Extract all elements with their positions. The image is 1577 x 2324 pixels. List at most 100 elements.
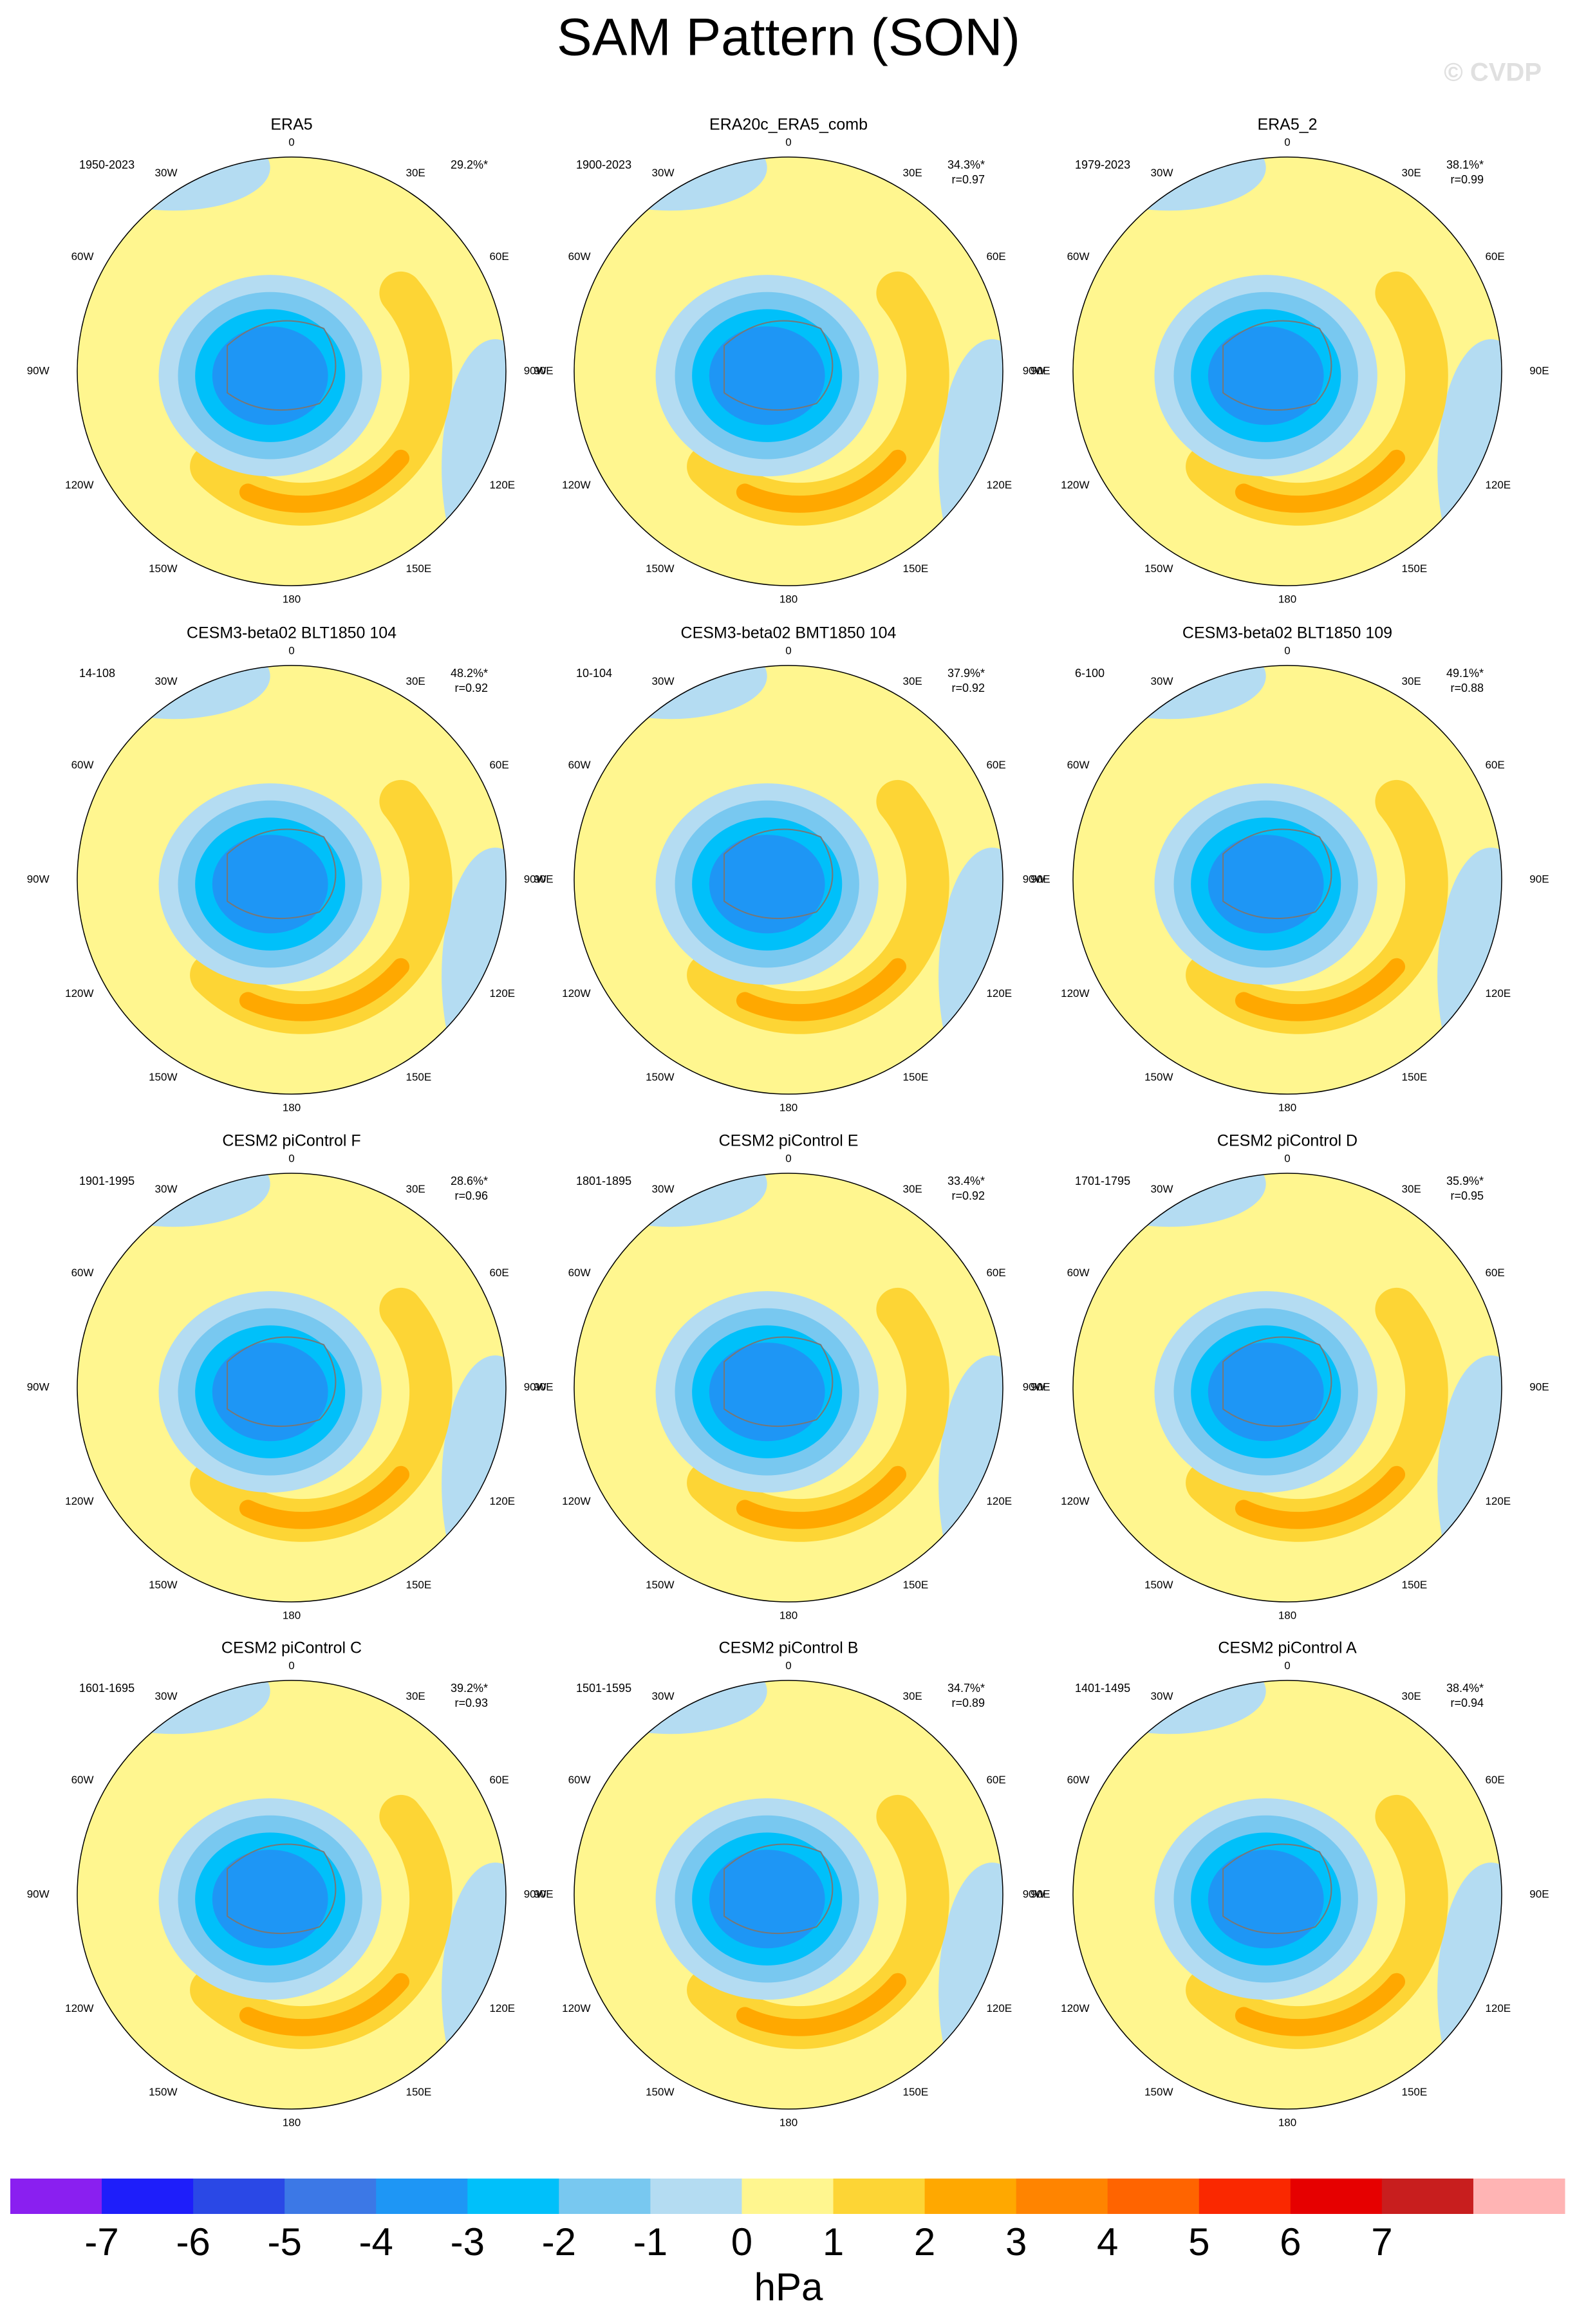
panel-title: CESM2 piControl B <box>719 1639 859 1657</box>
longitude-label: 120E <box>489 479 515 491</box>
negative-region <box>212 326 328 425</box>
period: 1901-1995 <box>79 1175 135 1187</box>
figure-title: SAM Pattern (SON) <box>557 8 1020 67</box>
longitude-label: 0 <box>785 1152 791 1164</box>
longitude-label: 30E <box>406 1690 425 1702</box>
positive-region <box>1235 449 1406 513</box>
map <box>1073 1173 1502 1602</box>
negative-region <box>212 835 328 934</box>
variance-explained: 34.7%* <box>947 1682 985 1695</box>
longitude-label: 60E <box>489 1267 509 1279</box>
colorbar-box <box>833 2179 926 2214</box>
longitude-label: 90W <box>27 364 50 376</box>
colorbar-box <box>1473 2179 1565 2214</box>
longitude-label: 90W <box>524 1380 546 1393</box>
positive-region <box>239 449 410 513</box>
colorbar-box <box>285 2179 377 2214</box>
map-panel: CESM3-beta02 BLT1850 109 6-100 49.1%* r=0.8… <box>1023 624 1549 1114</box>
longitude-label: 30E <box>1402 675 1421 687</box>
map-border <box>574 665 1003 1095</box>
longitude-label: 60W <box>568 1774 591 1786</box>
period: 1401-1495 <box>1075 1682 1130 1695</box>
longitude-label: 0 <box>1284 1152 1290 1164</box>
coastline <box>723 828 834 920</box>
map-border <box>1072 156 1502 586</box>
longitude-label: 30E <box>1402 1690 1421 1702</box>
longitude-label: 180 <box>283 593 301 605</box>
map-border <box>1072 665 1502 1095</box>
longitude-label: 120E <box>489 2002 515 2014</box>
longitude-label: 90E <box>534 873 553 885</box>
period: 6-100 <box>1075 667 1105 680</box>
longitude-label: 60E <box>986 1267 1005 1279</box>
map-panel: CESM2 piControl C 1601-1695 39.2%* r=0.93 0 3… <box>27 1639 554 2129</box>
positive-region <box>736 958 907 1021</box>
longitude-label: 90W <box>27 1380 50 1393</box>
period: 1801-1895 <box>576 1175 631 1187</box>
map-panel: CESM2 piControl F 1901-1995 28.6%* r=0.96 0 3… <box>27 1132 554 1622</box>
panel-title: CESM2 piControl D <box>1217 1132 1358 1150</box>
longitude-label: 90W <box>27 873 50 885</box>
longitude-label: 0 <box>1284 644 1290 656</box>
longitude-label: 60E <box>1485 1267 1504 1279</box>
variance-explained: 35.9%* <box>1446 1175 1484 1187</box>
colorbar-box <box>924 2179 1017 2214</box>
longitude-label: 150E <box>903 2086 929 2098</box>
negative-region <box>1208 1850 1324 1949</box>
longitude-label: 90E <box>1529 1888 1549 1900</box>
colorbar-label: -6 <box>176 2220 210 2264</box>
longitude-label: 120E <box>1485 2002 1511 2014</box>
longitude-label: 30E <box>903 1690 922 1702</box>
map <box>574 1173 1003 1602</box>
longitude-label: 180 <box>779 1101 798 1113</box>
colorbar-box <box>559 2179 651 2214</box>
map-panel: CESM2 piControl B 1501-1595 34.7%* r=0.89 0 3… <box>524 1639 1050 2129</box>
negative-region <box>1208 1343 1324 1442</box>
negative-region <box>442 1355 506 1602</box>
longitude-label: 60W <box>71 250 94 263</box>
colorbar-label: -7 <box>84 2220 118 2264</box>
colorbar-units: hPa <box>754 2265 823 2309</box>
period: 10-104 <box>576 667 612 680</box>
longitude-label: 150W <box>646 2086 674 2098</box>
longitude-label: 60E <box>489 759 509 771</box>
positive-region <box>239 1465 410 1529</box>
negative-region <box>1208 835 1324 934</box>
coastline <box>227 1336 337 1427</box>
longitude-label: 120W <box>562 1495 590 1507</box>
longitude-label: 60W <box>1067 250 1090 263</box>
colorbar-label: 5 <box>1188 2220 1209 2264</box>
longitude-label: 60E <box>489 1774 509 1786</box>
longitude-label: 60W <box>568 250 591 263</box>
pattern-correlation: r=0.92 <box>454 682 488 694</box>
longitude-label: 30W <box>1151 167 1173 179</box>
colorbar-label: 3 <box>1005 2220 1027 2264</box>
longitude-label: 0 <box>1284 1659 1290 1671</box>
longitude-label: 90W <box>27 1888 50 1900</box>
longitude-label: 120W <box>1061 987 1089 999</box>
map-panel: CESM2 piControl A 1401-1495 38.4%* r=0.94 0 3… <box>1023 1639 1549 2129</box>
map <box>1073 1680 1502 2109</box>
colorbar-label: -2 <box>542 2220 576 2264</box>
longitude-label: 30W <box>1151 1183 1173 1195</box>
variance-explained: 29.2%* <box>451 158 488 171</box>
longitude-label: 90E <box>534 364 553 376</box>
colorbar-label: -3 <box>451 2220 485 2264</box>
negative-region <box>1437 339 1502 586</box>
longitude-label: 120E <box>1485 987 1511 999</box>
longitude-label: 60W <box>568 1267 591 1279</box>
map-border <box>574 1173 1003 1603</box>
longitude-label: 180 <box>1278 593 1296 605</box>
variance-explained: 38.1%* <box>1446 158 1484 171</box>
period: 14-108 <box>79 667 115 680</box>
pattern-correlation: r=0.92 <box>951 682 985 694</box>
longitude-label: 0 <box>1284 136 1290 148</box>
map <box>77 157 506 586</box>
variance-explained: 28.6%* <box>451 1175 488 1187</box>
positive-region <box>736 1465 907 1529</box>
longitude-label: 60W <box>1067 759 1090 771</box>
negative-region <box>1437 848 1502 1094</box>
colorbar-label: 6 <box>1280 2220 1301 2264</box>
map <box>1073 157 1502 586</box>
longitude-label: 150W <box>149 1579 177 1591</box>
